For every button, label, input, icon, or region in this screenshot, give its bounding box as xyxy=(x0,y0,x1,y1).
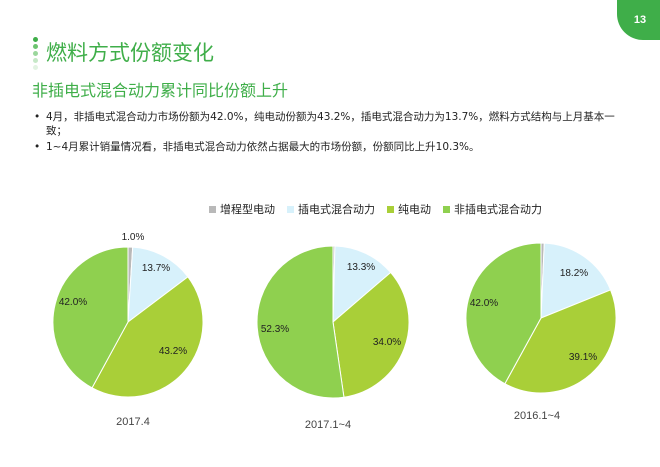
pie-slice-phev xyxy=(332,245,392,324)
bullet-item: 1~4月累计销量情况看，非插电式混合动力依然占据最大的市场份额，份额同比上升10… xyxy=(32,140,622,154)
chart-caption: 2017.4 xyxy=(116,416,150,428)
legend-label: 非插电式混合动力 xyxy=(454,203,542,216)
chart-legend: 增程型电动 插电式混合动力 纯电动 非插电式混合动力 xyxy=(209,201,554,217)
bullet-item: 4月，非插电式混合动力市场份额为42.0%，纯电动份额为43.2%，插电式混合动… xyxy=(32,110,622,138)
legend-swatch xyxy=(387,205,394,213)
pie-chart-3: 18.2% 39.1% 42.0% 2016.1~4 xyxy=(465,242,617,422)
legend-swatch xyxy=(443,205,450,213)
data-label-range-extended: 1.0% xyxy=(122,232,145,243)
pie-chart-2: 13.3% 34.0% 52.3% 2017.1~4 xyxy=(256,245,410,431)
legend-label: 增程型电动 xyxy=(220,203,275,216)
pie-slice-phev xyxy=(540,242,612,319)
legend-swatch xyxy=(209,205,216,213)
pie-slice-bev xyxy=(504,289,617,394)
data-label-phev: 13.7% xyxy=(142,263,170,274)
legend-item-range-extended: 增程型电动 xyxy=(209,201,275,217)
legend-item-bev: 纯电动 xyxy=(387,201,431,217)
pie-slice-hev xyxy=(465,242,542,385)
pie-slice-hev xyxy=(52,246,129,389)
pie-chart-1: 1.0% 13.7% 43.2% 42.0% 2017.4 xyxy=(52,232,204,428)
data-label-hev: 52.3% xyxy=(261,324,289,335)
legend-item-phev: 插电式混合动力 xyxy=(287,201,375,217)
pie-slice-hev xyxy=(256,245,345,399)
title-decoration-dots xyxy=(33,37,39,72)
chart-caption: 2017.1~4 xyxy=(305,419,351,431)
chart-caption: 2016.1~4 xyxy=(514,410,560,422)
data-label-phev: 13.3% xyxy=(347,262,375,273)
pie-slice-bev xyxy=(91,276,204,398)
page-number: 13 xyxy=(633,14,647,26)
legend-item-hev: 非插电式混合动力 xyxy=(443,201,542,217)
pie-slice-phev xyxy=(127,246,189,324)
page-subtitle: 非插电式混合动力累计同比份额上升 xyxy=(32,81,289,100)
page-title: 燃料方式份额变化 xyxy=(46,41,214,65)
pie-slice-bev xyxy=(332,271,410,398)
bullet-list: 4月，非插电式混合动力市场份额为42.0%，纯电动份额为43.2%，插电式混合动… xyxy=(32,110,622,156)
legend-swatch xyxy=(287,205,294,213)
data-label-bev: 34.0% xyxy=(373,337,401,348)
data-label-bev: 43.2% xyxy=(159,346,187,357)
data-label-hev: 42.0% xyxy=(470,298,498,309)
data-label-hev: 42.0% xyxy=(59,297,87,308)
legend-label: 插电式混合动力 xyxy=(298,203,375,216)
data-label-phev: 18.2% xyxy=(560,268,588,279)
data-label-bev: 39.1% xyxy=(569,352,597,363)
legend-label: 纯电动 xyxy=(398,203,431,216)
